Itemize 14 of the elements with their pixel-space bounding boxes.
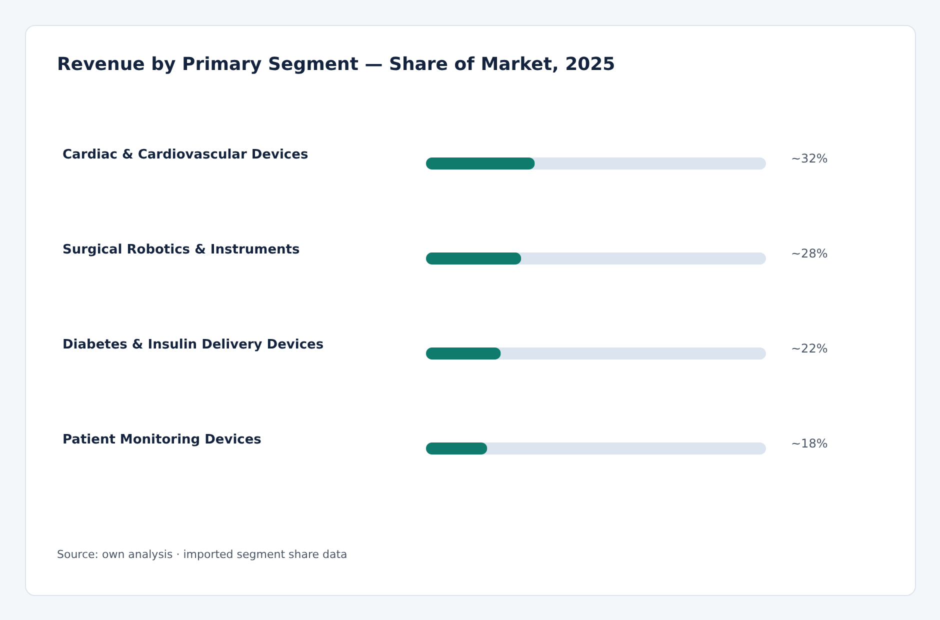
chart-title: Revenue by Primary Segment — Share of Market, 2025: [57, 54, 616, 75]
bar: [426, 348, 501, 360]
y-tick-label: Diabetes & Insulin Delivery Devices: [62, 338, 324, 352]
bar: [426, 442, 488, 454]
data-label: ~28%: [791, 246, 828, 260]
data-label: ~32%: [791, 152, 828, 166]
bar: [426, 158, 535, 170]
source-note: Source: own analysis · imported segment share data: [57, 548, 348, 561]
data-label: ~18%: [791, 436, 828, 450]
data-label: ~22%: [791, 342, 828, 356]
y-tick-label: Cardiac & Cardiovascular Devices: [62, 148, 308, 162]
y-tick-label: Surgical Robotics & Instruments: [62, 242, 300, 258]
y-tick-label: Patient Monitoring Devices: [62, 432, 262, 448]
bar: [426, 252, 522, 264]
